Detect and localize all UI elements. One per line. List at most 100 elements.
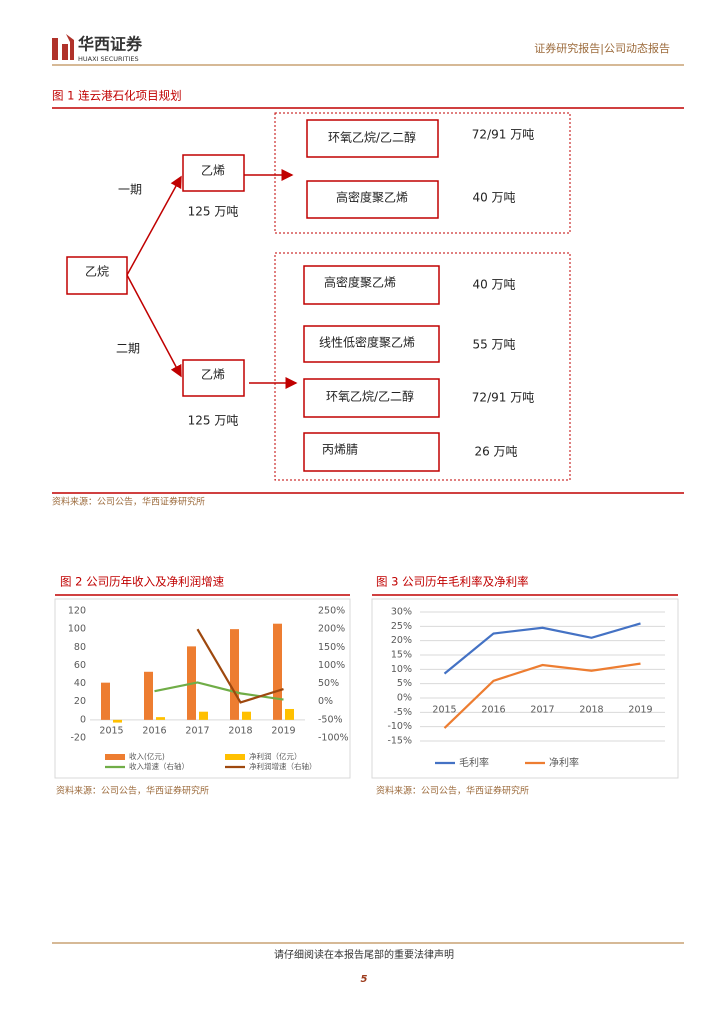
y-tick-label: 30% [391,607,412,618]
arrow [126,175,182,276]
y-tick-label: 40 [74,678,86,689]
chart-frame [54,598,351,779]
y-tick-label: -20 [70,733,86,744]
source: 资料来源：公司公告，华西证券研究所 [376,785,529,797]
y-tick-label: 0% [397,693,412,704]
bar [273,623,282,720]
y-tick-label: -15% [387,736,412,747]
figure-title: 图 3 公司历年毛利率及净利率 [376,575,529,589]
y2-tick-label: 0% [318,696,333,707]
x-tick-label: 2017 [185,726,209,737]
bar [230,629,239,720]
node-label: 高密度聚乙烯 [336,190,408,205]
y-tick-label: -10% [387,721,412,732]
bar [144,671,153,720]
bar [156,717,165,720]
legal-notice: 请仔细阅读在本报告尾部的重要法律声明 [274,948,454,961]
legend-label: 毛利率 [459,756,489,769]
y-tick-label: -5% [394,707,413,718]
y2-tick-label: 150% [318,642,345,653]
y-tick-label: 20 [74,696,86,707]
node-label: 乙烯 [201,368,225,382]
legend-label: 净利润（亿元） [249,751,302,761]
y2-tick-label: -50% [318,714,343,725]
y-tick-label: 10% [391,664,412,675]
node [306,119,439,158]
node [66,256,128,295]
legend-label: 收入增速（右轴） [129,761,189,771]
source: 资料来源：公司公告，华西证券研究所 [52,496,205,508]
node [303,378,440,418]
arrow [126,274,182,378]
line [154,681,284,701]
report-type: 证券研究报告|公司动态报告 [534,41,670,55]
phase-label: 一期 [118,183,142,197]
figure-title: 图 1 连云港石化项目规划 [52,89,182,103]
y2-tick-label: 50% [318,678,339,689]
capacity: 40 万吨 [472,278,515,292]
line [443,622,641,675]
brand-en: HUAXI SECURITIES [78,55,139,63]
x-tick-label: 2016 [142,726,166,737]
legend-label: 收入(亿元) [129,751,165,761]
node [303,265,440,305]
capacity: 72/91 万吨 [472,391,534,405]
node [303,325,440,363]
y2-tick-label: -100% [318,733,349,744]
capacity: 26 万吨 [474,445,517,459]
x-tick-label: 2018 [228,726,252,737]
bar [242,711,251,720]
node-label: 乙烯 [201,164,225,178]
line [443,662,641,729]
capacity: 125 万吨 [188,414,239,428]
logo [52,34,74,60]
node-label: 乙烷 [85,265,109,279]
bar [199,711,208,720]
capacity: 55 万吨 [472,338,515,352]
legend-swatch [105,754,125,760]
phase-label: 二期 [116,342,140,356]
y-tick-label: 0 [80,714,86,725]
node-label: 线性低密度聚乙烯 [319,335,415,350]
y-tick-label: 15% [391,650,412,661]
y2-tick-label: 100% [318,660,345,671]
y-tick-label: 60 [74,660,86,671]
x-tick-label: 2015 [99,726,123,737]
y-tick-label: 20% [391,635,412,646]
source: 资料来源：公司公告，华西证券研究所 [56,785,209,797]
legend-label: 净利润增速（右轴） [249,761,317,771]
legend-label: 净利率 [549,756,579,769]
group-box [274,112,571,234]
brand: 华西证券 [78,35,143,54]
line [196,628,284,704]
node-label: 环氧乙烷/乙二醇 [328,130,416,145]
group-box [274,252,571,481]
x-tick-label: 2016 [481,705,505,716]
node [303,432,440,472]
figure-1: 图 1 连云港石化项目规划 乙烷 一期 二期 乙烯 125 万吨 乙烯 125 … [52,89,684,508]
node [306,180,439,219]
capacity: 40 万吨 [472,191,515,205]
node-label: 丙烯腈 [322,443,358,457]
capacity: 72/91 万吨 [472,128,534,142]
y-tick-label: 100 [68,624,86,635]
x-tick-label: 2018 [579,705,603,716]
capacity: 125 万吨 [188,205,239,219]
bar [113,719,122,723]
node-label: 环氧乙烷/乙二醇 [326,389,414,404]
header: 华西证券 HUAXI SECURITIES 证券研究报告|公司动态报告 [52,34,684,66]
chart-frame [371,598,679,779]
node [182,154,245,192]
y-tick-label: 25% [391,621,412,632]
figure-title: 图 2 公司历年收入及净利润增速 [60,575,225,589]
node-label: 高密度聚乙烯 [324,275,396,290]
y-tick-label: 80 [74,642,86,653]
legend-swatch [225,754,245,760]
node [182,359,245,397]
x-tick-label: 2019 [628,705,652,716]
page-number: 5 [361,974,368,985]
y-tick-label: 5% [397,678,412,689]
y-tick-label: 120 [68,606,86,617]
x-tick-label: 2017 [530,705,554,716]
